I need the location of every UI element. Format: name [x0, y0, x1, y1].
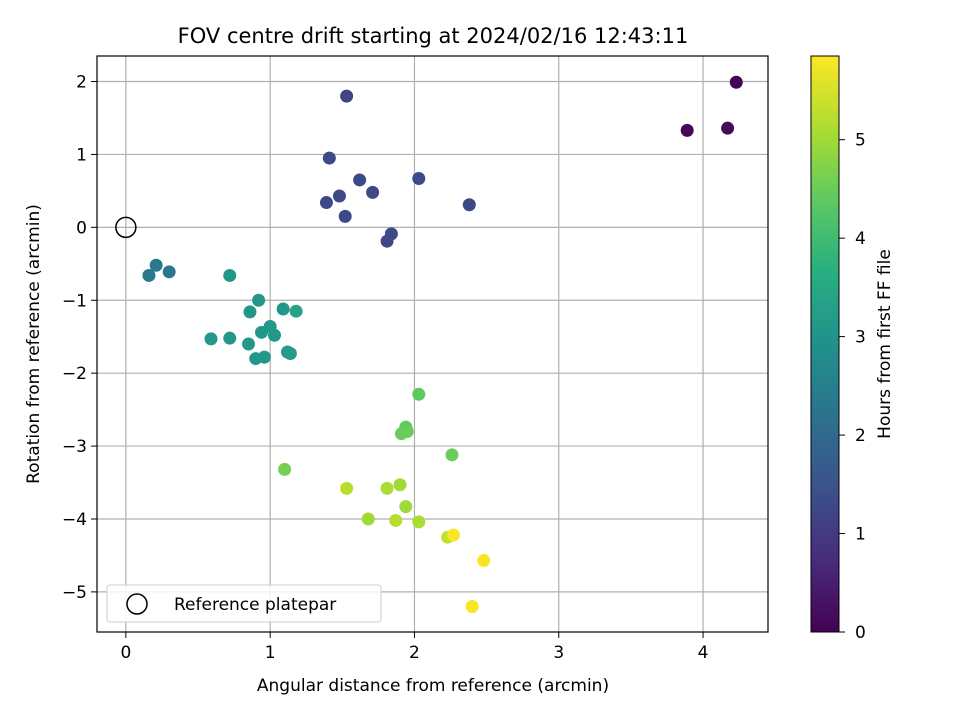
colorbar-tick-label: 4 — [855, 229, 866, 249]
data-point — [149, 258, 163, 272]
data-point — [400, 424, 414, 438]
plot-frame — [96, 55, 769, 633]
data-point — [340, 481, 354, 495]
colorbar-ticks: 0 1 2 3 4 5 — [839, 131, 866, 643]
legend-box — [106, 584, 382, 623]
data-point — [446, 528, 460, 542]
colorbar-tick-label: 0 — [855, 623, 866, 643]
data-point — [142, 268, 156, 282]
y-tick-label: −1 — [62, 291, 87, 311]
data-point — [361, 512, 375, 526]
legend: Reference platepar — [106, 584, 382, 623]
colorbar-tick-label: 2 — [855, 426, 866, 446]
colorbar-tick-label: 5 — [855, 131, 866, 151]
chart-title: FOV centre drift starting at 2024/02/16 … — [178, 24, 689, 48]
data-point — [412, 515, 426, 529]
x-tick-label: 2 — [409, 643, 420, 663]
data-point — [255, 325, 269, 339]
data-point — [252, 293, 266, 307]
data-point — [276, 302, 290, 316]
legend-reference-marker — [126, 593, 148, 615]
colorbar-tick-label: 1 — [855, 525, 866, 545]
x-tick-label: 0 — [120, 643, 131, 663]
y-tick-label: 0 — [76, 218, 87, 238]
colorbar: 0 1 2 3 4 5 Hours from first FF file — [810, 55, 895, 643]
grid-lines — [97, 56, 768, 632]
data-point — [353, 173, 367, 187]
data-point — [380, 481, 394, 495]
data-point — [399, 500, 413, 514]
data-point — [366, 185, 380, 199]
y-tick-label: −3 — [62, 437, 87, 457]
y-axis-label: Rotation from reference (arcmin) — [24, 204, 44, 484]
colorbar-gradient — [810, 55, 840, 633]
data-point — [729, 75, 743, 89]
data-point — [283, 346, 297, 360]
legend-reference-label: Reference platepar — [174, 595, 336, 615]
data-point — [242, 337, 256, 351]
x-tick-label: 4 — [698, 643, 709, 663]
data-point — [412, 171, 426, 185]
data-point — [319, 196, 333, 210]
data-point — [721, 121, 735, 135]
data-point — [380, 234, 394, 248]
data-point — [243, 305, 257, 319]
colorbar-tick-label: 3 — [855, 328, 866, 348]
x-tick-label: 1 — [265, 643, 276, 663]
y-tick-label: 2 — [76, 73, 87, 93]
data-point — [257, 350, 271, 364]
data-point — [223, 268, 237, 282]
data-point — [278, 462, 292, 476]
data-point — [412, 387, 426, 401]
data-point — [465, 599, 479, 613]
data-point — [332, 189, 346, 203]
data-point — [340, 89, 354, 103]
data-point — [322, 151, 336, 165]
data-point — [204, 332, 218, 346]
colorbar-label: Hours from first FF file — [875, 249, 895, 439]
data-point — [267, 328, 281, 342]
data-point — [680, 123, 694, 137]
data-points — [142, 75, 743, 613]
reference-marker-group — [115, 216, 137, 239]
data-point — [462, 198, 476, 212]
data-point — [223, 331, 237, 345]
y-tick-label: −4 — [62, 510, 87, 530]
y-tick-label: 1 — [76, 145, 87, 165]
data-point — [338, 209, 352, 223]
reference-marker — [115, 216, 137, 239]
data-point — [477, 554, 491, 568]
data-point — [393, 478, 407, 492]
y-ticks: −5 −4 −3 −2 −1 0 1 2 — [62, 73, 97, 603]
data-point — [445, 448, 459, 462]
data-point — [289, 304, 303, 318]
y-tick-label: −5 — [62, 583, 87, 603]
x-tick-label: 3 — [553, 643, 564, 663]
y-tick-label: −2 — [62, 364, 87, 384]
x-axis-label: Angular distance from reference (arcmin) — [257, 676, 609, 696]
x-ticks: 0 1 2 3 4 — [120, 632, 708, 663]
data-point — [162, 265, 176, 279]
data-point — [389, 513, 403, 527]
